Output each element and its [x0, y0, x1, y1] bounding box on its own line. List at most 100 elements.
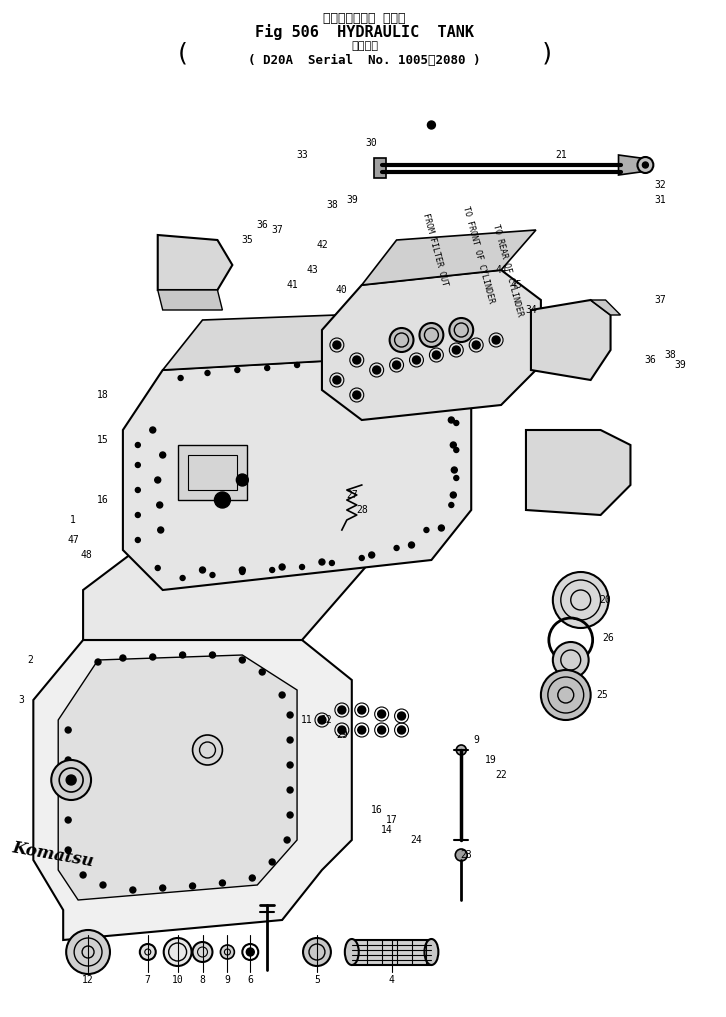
Ellipse shape [345, 939, 359, 965]
Circle shape [319, 559, 325, 565]
Text: (: ( [175, 41, 190, 65]
Circle shape [160, 452, 166, 458]
Circle shape [150, 654, 156, 660]
Text: Komatsu: Komatsu [11, 839, 95, 871]
Polygon shape [58, 655, 297, 900]
Text: 5: 5 [314, 975, 320, 985]
Circle shape [65, 847, 71, 853]
Circle shape [449, 502, 454, 507]
Circle shape [412, 356, 420, 364]
Circle shape [237, 474, 248, 486]
Circle shape [280, 692, 285, 698]
Circle shape [140, 944, 156, 960]
Circle shape [454, 447, 459, 453]
Text: 42: 42 [316, 240, 328, 250]
Text: 21: 21 [555, 149, 567, 160]
Circle shape [295, 362, 300, 367]
Text: 38: 38 [326, 200, 338, 210]
Text: 40: 40 [336, 285, 348, 295]
Circle shape [66, 775, 76, 785]
Circle shape [409, 542, 415, 548]
Circle shape [120, 655, 126, 661]
Circle shape [384, 356, 389, 360]
Circle shape [100, 882, 106, 888]
Bar [352, 940, 431, 965]
Ellipse shape [425, 939, 439, 965]
Text: 12: 12 [82, 975, 94, 985]
Text: 適用号機: 適用号機 [351, 41, 378, 51]
Circle shape [420, 323, 444, 347]
Circle shape [179, 652, 186, 658]
Circle shape [135, 538, 140, 542]
Circle shape [541, 670, 591, 720]
Circle shape [135, 513, 140, 518]
Text: 48: 48 [80, 550, 92, 560]
Text: 33: 33 [296, 149, 308, 160]
Text: 10: 10 [172, 975, 184, 985]
Text: 7: 7 [145, 975, 151, 985]
Circle shape [234, 367, 240, 372]
Circle shape [287, 762, 293, 768]
Polygon shape [531, 300, 611, 380]
Circle shape [269, 859, 275, 865]
Circle shape [192, 735, 222, 765]
Circle shape [259, 669, 265, 675]
Circle shape [439, 525, 444, 531]
Text: 4: 4 [388, 975, 394, 985]
Circle shape [358, 706, 366, 714]
Circle shape [303, 938, 331, 966]
Text: Fig 506  HYDRAULIC  TANK: Fig 506 HYDRAULIC TANK [256, 24, 474, 40]
Circle shape [210, 573, 215, 578]
Circle shape [65, 757, 71, 763]
Bar [374, 158, 386, 178]
Circle shape [450, 442, 457, 448]
Circle shape [454, 420, 459, 425]
Circle shape [424, 528, 429, 533]
Circle shape [398, 712, 406, 720]
Text: 22: 22 [495, 770, 507, 780]
Circle shape [353, 391, 361, 399]
Text: 36: 36 [645, 355, 656, 365]
Text: 31: 31 [654, 195, 666, 205]
Circle shape [358, 726, 366, 734]
Text: 15: 15 [97, 435, 109, 445]
Text: 27: 27 [346, 490, 358, 500]
Circle shape [287, 712, 293, 718]
Text: 24: 24 [411, 835, 423, 845]
Circle shape [359, 555, 364, 560]
Text: 43: 43 [306, 265, 318, 275]
Text: 17: 17 [386, 815, 397, 825]
Text: 37: 37 [654, 295, 666, 305]
Text: 6: 6 [248, 975, 253, 985]
Polygon shape [158, 290, 222, 310]
Circle shape [135, 487, 140, 492]
Circle shape [457, 745, 466, 755]
Circle shape [200, 567, 205, 573]
Circle shape [454, 396, 459, 401]
Circle shape [552, 642, 589, 678]
Circle shape [325, 359, 330, 364]
Polygon shape [33, 640, 352, 940]
Text: TO FRONT OF CYLINDER: TO FRONT OF CYLINDER [461, 205, 496, 304]
Circle shape [178, 375, 183, 380]
Text: 9: 9 [224, 975, 230, 985]
Circle shape [338, 706, 346, 714]
Text: 8: 8 [200, 975, 205, 985]
Text: 11: 11 [301, 715, 313, 725]
Circle shape [452, 346, 460, 354]
Circle shape [135, 442, 140, 447]
Circle shape [439, 369, 444, 374]
Circle shape [52, 760, 91, 800]
Text: 36: 36 [256, 220, 268, 230]
Circle shape [449, 417, 454, 423]
Text: ( D20A  Serial  No. 1005～2080 ): ( D20A Serial No. 1005～2080 ) [248, 54, 481, 66]
Text: 34: 34 [525, 305, 537, 315]
Circle shape [150, 427, 156, 433]
Text: 2: 2 [28, 655, 33, 665]
Text: 1: 1 [70, 515, 76, 525]
Polygon shape [163, 310, 471, 370]
Text: 41: 41 [286, 280, 298, 290]
Text: 44: 44 [495, 265, 507, 275]
Circle shape [240, 567, 245, 573]
Circle shape [240, 570, 245, 575]
